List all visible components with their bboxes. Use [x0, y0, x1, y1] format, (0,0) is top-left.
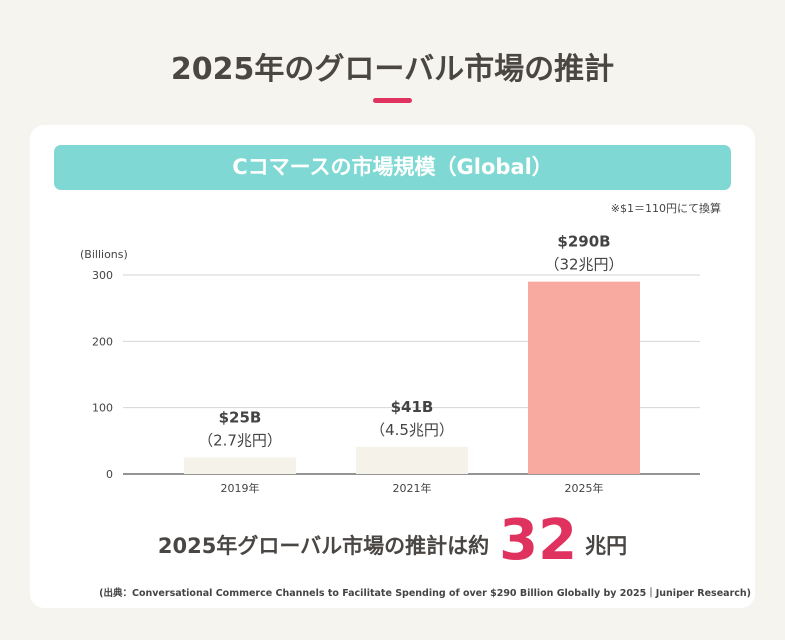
y-axis-label: (Billions) [80, 248, 128, 261]
data-label-jpy: （2.7兆円） [198, 431, 282, 449]
y-tick-label: 100 [92, 402, 113, 415]
summary-unit: 兆円 [585, 534, 628, 558]
summary-lead: 2025年グローバル市場の推計は約 [157, 534, 490, 558]
page-title: 2025年のグローバル市場の推計 [170, 52, 615, 87]
source-citation: (出典：Conversational Commerce Channels to … [99, 588, 751, 599]
exchange-rate-note: ※$1＝110円にて換算 [610, 202, 721, 215]
x-tick-label: 2019年 [221, 481, 260, 495]
summary-value: 32 [499, 508, 578, 573]
y-tick-label: 200 [92, 335, 113, 348]
data-label-jpy: （4.5兆円） [370, 421, 454, 439]
data-label-usd: $25B [219, 408, 262, 426]
y-tick-label: 300 [92, 269, 113, 282]
bar-2025年 [528, 281, 640, 474]
data-label-jpy: （32兆円） [544, 256, 623, 274]
x-tick-label: 2021年 [393, 481, 432, 495]
x-tick-label: 2025年 [565, 481, 604, 495]
y-tick-label: 0 [106, 468, 113, 481]
bar-2019年 [184, 457, 296, 474]
bar-2021年 [356, 446, 468, 474]
data-label-usd: $41B [391, 398, 434, 416]
chart-banner: Cコマースの市場規模（Global） [54, 145, 731, 190]
data-label-usd: $290B [557, 233, 610, 251]
title-underline [373, 98, 412, 103]
summary: 2025年グローバル市場の推計は約 32 兆円 [0, 508, 785, 573]
